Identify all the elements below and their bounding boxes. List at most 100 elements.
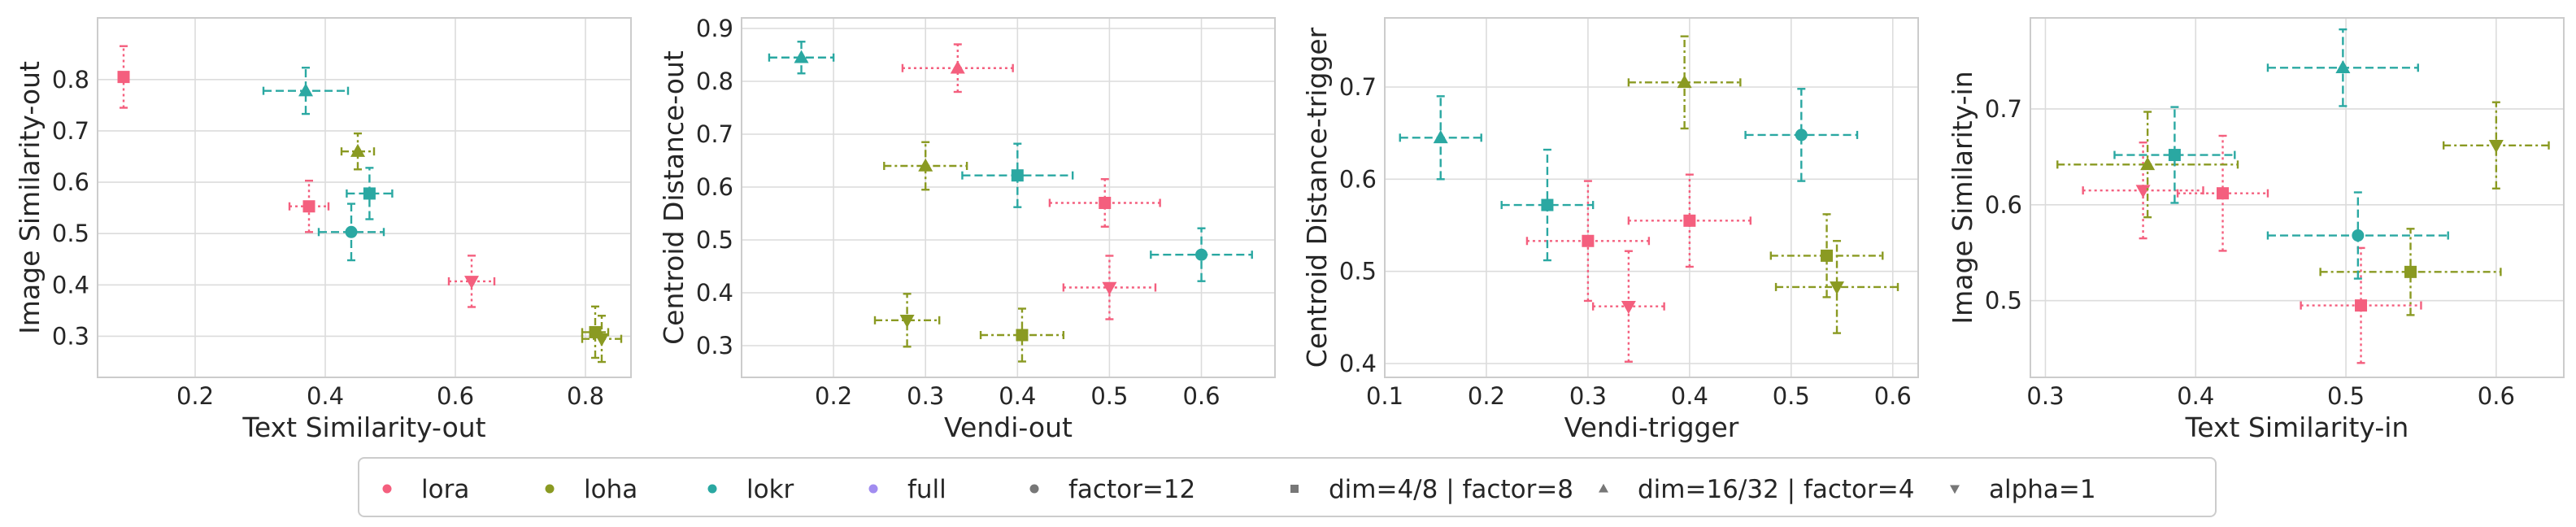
x-tick-label: 0.5: [1773, 382, 1810, 410]
point-marker: [918, 158, 933, 172]
legend-entry: lora: [382, 475, 469, 504]
y-tick-label: 0.6: [696, 173, 733, 201]
plot-frame: [2030, 17, 2565, 378]
point-marker: [1102, 281, 1117, 295]
point-marker: [899, 315, 915, 329]
y-tick-label: 0.8: [696, 68, 733, 95]
y-axis-label: Centroid Distance-out: [658, 50, 690, 345]
y-tick-label: 0.9: [696, 15, 733, 42]
x-tick-label: 0.5: [2327, 382, 2365, 410]
legend-label: dim=16/32 | factor=4: [1638, 475, 1914, 504]
legend-label: lokr: [746, 475, 794, 504]
x-tick-label: 0.5: [1090, 382, 1128, 410]
data-point-lora-tri-down: [1062, 255, 1157, 320]
data-point-lokr-square: [346, 167, 394, 220]
y-tick-label: 0.7: [1985, 95, 2022, 123]
data-point-lora-square: [2300, 246, 2422, 364]
x-tick-label: 0.6: [2478, 382, 2515, 410]
point-marker: [950, 60, 965, 74]
data-point-lokr-triangle: [2266, 28, 2419, 107]
legend-entries: lora loha lokr full factor=12 dim=4/8 | facto…: [382, 475, 2096, 504]
point-marker: [1821, 249, 1834, 262]
point-marker: [2335, 59, 2351, 74]
point-marker: [1677, 75, 1692, 89]
point-marker: [1541, 198, 1554, 211]
x-tick-label: 0.6: [437, 382, 474, 410]
x-tick-label: 0.3: [907, 382, 944, 410]
legend-label: full: [907, 475, 946, 504]
y-tick-label: 0.5: [1985, 287, 2022, 315]
data-point-loha-square: [2319, 228, 2502, 316]
data-point-lokr-triangle: [768, 41, 835, 75]
point-marker: [1433, 130, 1448, 144]
point-marker: [298, 83, 313, 97]
legend-entry: alpha=1: [1950, 475, 2096, 504]
y-tick-label: 0.4: [696, 279, 733, 307]
data-point-loha-triangle: [340, 132, 376, 171]
legend-entry: lokr: [707, 475, 794, 504]
data-point-loha-triangle: [883, 141, 968, 191]
x-axis-label: Text Similarity-in: [2185, 412, 2409, 443]
y-tick-label: 0.7: [696, 120, 733, 148]
legend-marker: [707, 484, 717, 494]
y-tick-label: 0.5: [696, 226, 733, 254]
y-axis-label: Image Similarity-out: [14, 61, 46, 334]
point-marker: [350, 143, 365, 157]
legend-label: lora: [421, 475, 469, 504]
data-point-loha-tri-down: [873, 293, 941, 348]
x-tick-label: 0.6: [1874, 382, 1912, 410]
chart-panel-1: 0.2 0.4 0.6 0.8 0.3 0.4 0.5 0.6 0.7 0.8 Text Simil…: [14, 17, 632, 443]
y-tick-label: 0.3: [52, 322, 89, 350]
x-tick-label: 0.4: [999, 382, 1036, 410]
chart-panel-4: 0.3 0.4 0.5 0.6 0.5 0.6 0.7 Text Similarity-in I…: [1947, 17, 2565, 443]
y-tick-label: 0.5: [1339, 258, 1377, 285]
legend-marker: [545, 484, 555, 494]
data-point-lora-square: [1627, 173, 1752, 268]
y-tick-label: 0.8: [52, 66, 89, 94]
plot-area: [742, 18, 1275, 377]
plot-area: [1385, 18, 1918, 377]
y-tick-label: 0.4: [52, 271, 89, 298]
data-point-lokr-triangle: [262, 67, 350, 115]
point-marker: [1582, 234, 1595, 247]
legend: lora loha lokr full factor=12 dim=4/8 | facto…: [358, 457, 2217, 517]
point-marker: [2355, 299, 2368, 312]
x-tick-label: 0.3: [1569, 382, 1607, 410]
point-marker: [1195, 248, 1208, 261]
data-point-loha-triangle: [2056, 111, 2239, 219]
x-tick-label: 0.4: [1671, 382, 1708, 410]
legend-entry: factor=12: [1029, 475, 1195, 504]
legend-entry: loha: [545, 475, 637, 504]
point-marker: [2488, 140, 2504, 154]
data-point-lora-square: [117, 45, 130, 109]
y-tick-label: 0.6: [1339, 165, 1377, 193]
legend-marker: [1029, 484, 1039, 494]
chart-panel-3: 0.1 0.2 0.3 0.4 0.5 0.6 0.4 0.5 0.6 0.7 Vendi-trig…: [1301, 17, 1919, 443]
legend-entry: dim=16/32 | factor=4: [1599, 475, 1914, 504]
point-marker: [1830, 281, 1845, 295]
point-marker: [2217, 187, 2230, 200]
y-tick-label: 0.5: [52, 220, 89, 247]
legend-entry: dim=4/8 | factor=8: [1290, 475, 1573, 504]
x-axis-label: Vendi-trigger: [1564, 412, 1739, 443]
point-marker: [2168, 149, 2181, 162]
data-point-lora-square: [1048, 178, 1161, 228]
legend-label: factor=12: [1068, 475, 1195, 504]
point-marker: [345, 225, 358, 238]
data-point-lokr-triangle: [1399, 95, 1482, 181]
x-tick-label: 0.8: [567, 382, 604, 410]
x-tick-label: 0.2: [815, 382, 852, 410]
point-marker: [794, 50, 809, 63]
plot-frame: [741, 17, 1276, 378]
point-marker: [2352, 229, 2365, 242]
x-tick-label: 0.2: [1468, 382, 1505, 410]
legend-marker: [868, 484, 878, 494]
data-point-loha-tri-down: [2442, 101, 2550, 190]
chart-panel-2: 0.2 0.3 0.4 0.5 0.6 0.3 0.4 0.5 0.6 0.7 0.8 0.9 Vend…: [658, 15, 1276, 443]
point-marker: [464, 276, 479, 290]
point-marker: [1683, 214, 1696, 227]
legend-marker: [382, 484, 392, 494]
data-point-lokr-square: [1500, 148, 1595, 262]
legend-label: loha: [584, 475, 637, 504]
plot-area: [2030, 18, 2564, 377]
